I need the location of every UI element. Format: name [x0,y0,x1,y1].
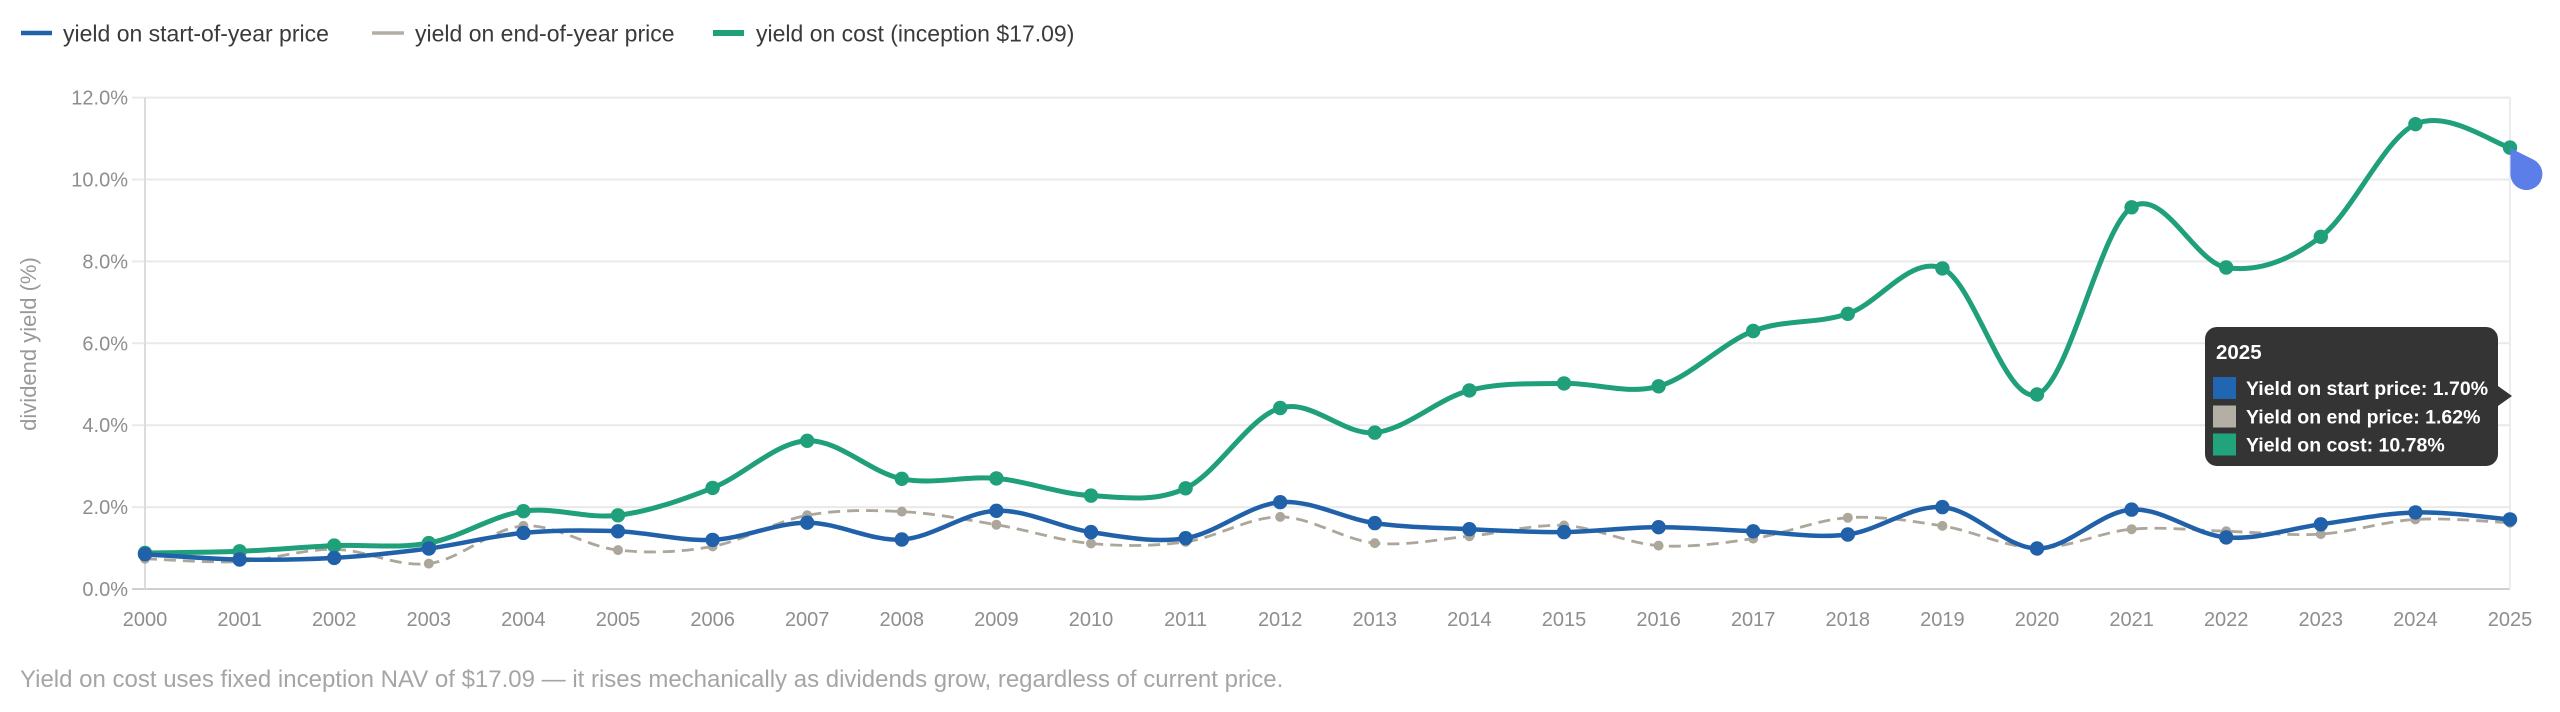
svg-text:2020: 2020 [2015,609,2060,631]
svg-text:2000: 2000 [123,609,168,631]
svg-text:2021: 2021 [2109,609,2154,631]
svg-text:2017: 2017 [1731,609,1776,631]
svg-text:4.0%: 4.0% [82,415,128,437]
svg-text:0.0%: 0.0% [82,579,128,601]
svg-text:2009: 2009 [974,609,1019,631]
svg-text:2008: 2008 [880,609,925,631]
svg-text:10.0%: 10.0% [71,170,128,192]
svg-text:2002: 2002 [312,609,357,631]
svg-text:2011: 2011 [1164,609,1207,631]
svg-text:yield on cost (inception $17.0: yield on cost (inception $17.09) [756,21,1074,47]
svg-text:2006: 2006 [690,609,735,631]
svg-text:2022: 2022 [2204,609,2249,631]
svg-text:2005: 2005 [596,609,641,631]
svg-text:2007: 2007 [785,609,830,631]
svg-text:2019: 2019 [1920,609,1965,631]
svg-text:2025: 2025 [2488,609,2533,631]
svg-text:Yield on start price: 1.70%: Yield on start price: 1.70% [2246,378,2488,400]
svg-text:Yield on end price: 1.62%: Yield on end price: 1.62% [2246,407,2480,429]
svg-text:2025: 2025 [2216,341,2262,364]
svg-text:12.0%: 12.0% [71,88,128,110]
svg-text:yield on end-of-year price: yield on end-of-year price [415,21,675,47]
svg-text:2024: 2024 [2393,609,2438,631]
svg-text:2014: 2014 [1447,609,1492,631]
svg-text:2010: 2010 [1069,609,1114,631]
svg-text:2023: 2023 [2299,609,2344,631]
svg-text:Yield on cost uses fixed incep: Yield on cost uses fixed inception NAV o… [20,666,1283,693]
svg-text:2003: 2003 [407,609,452,631]
svg-text:8.0%: 8.0% [82,251,128,273]
svg-text:2015: 2015 [1542,609,1587,631]
svg-text:2001: 2001 [217,609,262,631]
svg-text:yield on start-of-year price: yield on start-of-year price [63,21,329,47]
svg-text:2013: 2013 [1353,609,1398,631]
svg-text:2.0%: 2.0% [82,497,128,519]
svg-text:2012: 2012 [1258,609,1303,631]
svg-text:dividend yield (%): dividend yield (%) [16,257,41,431]
svg-text:6.0%: 6.0% [82,333,128,355]
svg-text:2018: 2018 [1826,609,1871,631]
svg-text:2016: 2016 [1636,609,1681,631]
svg-text:Yield on cost: 10.78%: Yield on cost: 10.78% [2246,435,2445,457]
svg-text:2004: 2004 [501,609,546,631]
